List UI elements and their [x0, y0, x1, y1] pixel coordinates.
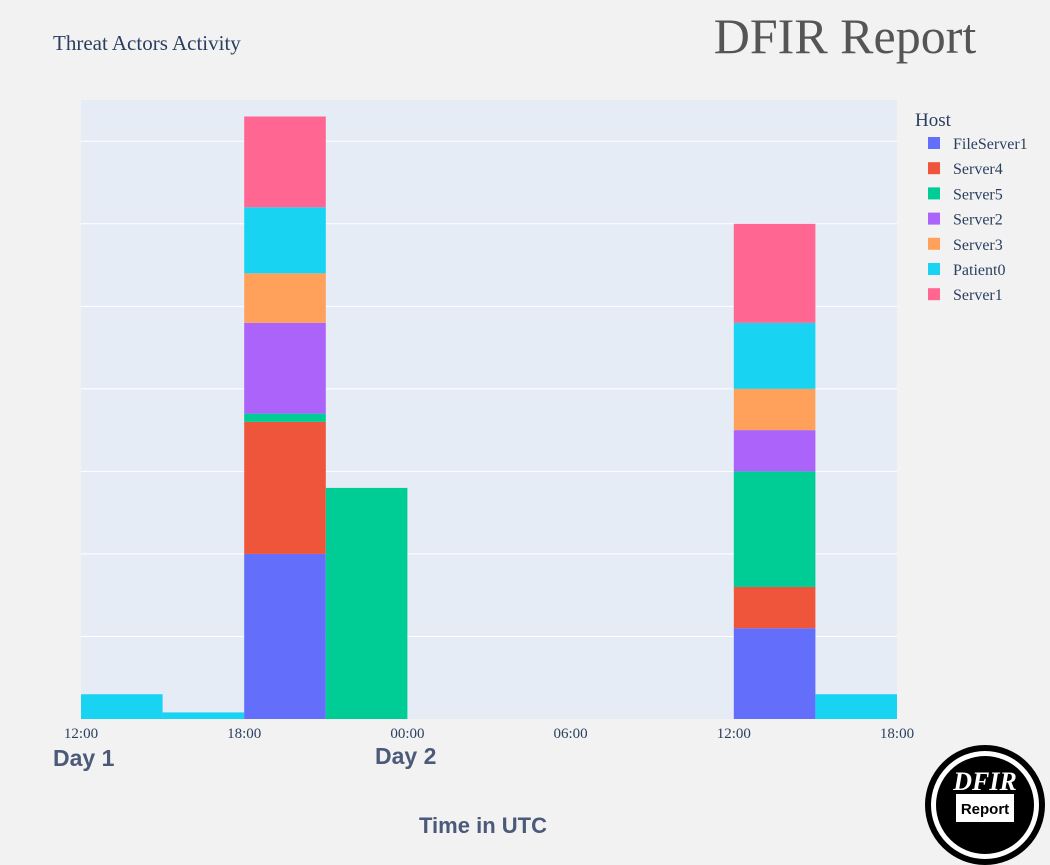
- bar-server2-bin-8[interactable]: [733, 430, 816, 472]
- legend-swatch: [928, 137, 940, 149]
- legend-swatch: [928, 162, 940, 175]
- legend-label: Server3: [953, 237, 1003, 254]
- x-axis-ticks: 12:00 18:00 00:00 06:00 12:00 18:00: [64, 726, 914, 742]
- bar-server3-bin-2[interactable]: [244, 273, 326, 323]
- day-1-label: Day 1: [53, 745, 115, 771]
- logo-bottom-text: Report: [961, 801, 1009, 818]
- bar-patient0-bin-0[interactable]: [81, 694, 163, 719]
- x-tick-label: 12:00: [64, 726, 98, 742]
- legend-label: Patient0: [953, 262, 1005, 279]
- bar-server4-bin-2[interactable]: [244, 421, 326, 554]
- legend-swatch: [928, 237, 940, 250]
- stacked-bars: [81, 116, 897, 719]
- bar-patient0-bin-9[interactable]: [815, 694, 897, 719]
- bar-server4-bin-8[interactable]: [733, 586, 816, 629]
- legend-item-server4[interactable]: Server4: [928, 161, 1003, 178]
- bar-server1-bin-2[interactable]: [244, 116, 326, 208]
- logo-top-text: DFIR: [952, 767, 1017, 796]
- legend-swatch: [928, 288, 940, 301]
- bar-fileserver1-bin-8[interactable]: [733, 628, 816, 719]
- bar-server3-bin-8[interactable]: [733, 388, 816, 431]
- bar-patient0-bin-2[interactable]: [244, 207, 326, 274]
- bar-server5-bin-3[interactable]: [325, 487, 408, 719]
- legend-item-fileserver1[interactable]: FileServer1: [928, 136, 1028, 153]
- x-tick-label: 00:00: [390, 726, 424, 742]
- legend-swatch: [928, 263, 940, 275]
- chart-title: Threat Actors Activity: [53, 31, 241, 55]
- x-tick-label: 06:00: [554, 726, 588, 742]
- legend-item-server3[interactable]: Server3: [928, 237, 1003, 254]
- x-tick-label: 18:00: [880, 726, 914, 742]
- dfir-report-logo: DFIR Report: [925, 745, 1045, 865]
- legend-title: Host: [915, 110, 952, 131]
- legend-label: Server2: [953, 212, 1003, 229]
- x-tick-label: 18:00: [227, 726, 261, 742]
- legend-label: FileServer1: [953, 136, 1028, 153]
- x-axis-title: Time in UTC: [419, 813, 547, 838]
- bar-server5-bin-8[interactable]: [733, 471, 816, 587]
- legend[interactable]: Host FileServer1 Server4 Server5 Server2 Ser…: [915, 110, 1028, 304]
- legend-item-server5[interactable]: Server5: [928, 186, 1003, 203]
- x-tick-label: 12:00: [717, 726, 751, 742]
- legend-item-server2[interactable]: Server2: [928, 212, 1003, 229]
- brand-title: DFIR Report: [714, 8, 977, 64]
- legend-label: Server1: [953, 287, 1003, 304]
- bar-server5-bin-2[interactable]: [244, 413, 326, 422]
- legend-label: Server5: [953, 186, 1003, 203]
- bar-patient0-bin-1[interactable]: [162, 712, 245, 719]
- logo-screen: [954, 792, 1016, 824]
- legend-swatch: [928, 187, 940, 200]
- bar-server1-bin-8[interactable]: [733, 223, 816, 323]
- legend-item-server1[interactable]: Server1: [928, 287, 1003, 304]
- day-2-label: Day 2: [375, 743, 436, 769]
- legend-item-patient0[interactable]: Patient0: [928, 262, 1005, 279]
- legend-label: Server4: [953, 161, 1003, 178]
- bar-patient0-bin-8[interactable]: [733, 322, 816, 389]
- bar-fileserver1-bin-2[interactable]: [244, 553, 326, 719]
- bar-server2-bin-2[interactable]: [244, 322, 326, 414]
- legend-swatch: [928, 212, 940, 225]
